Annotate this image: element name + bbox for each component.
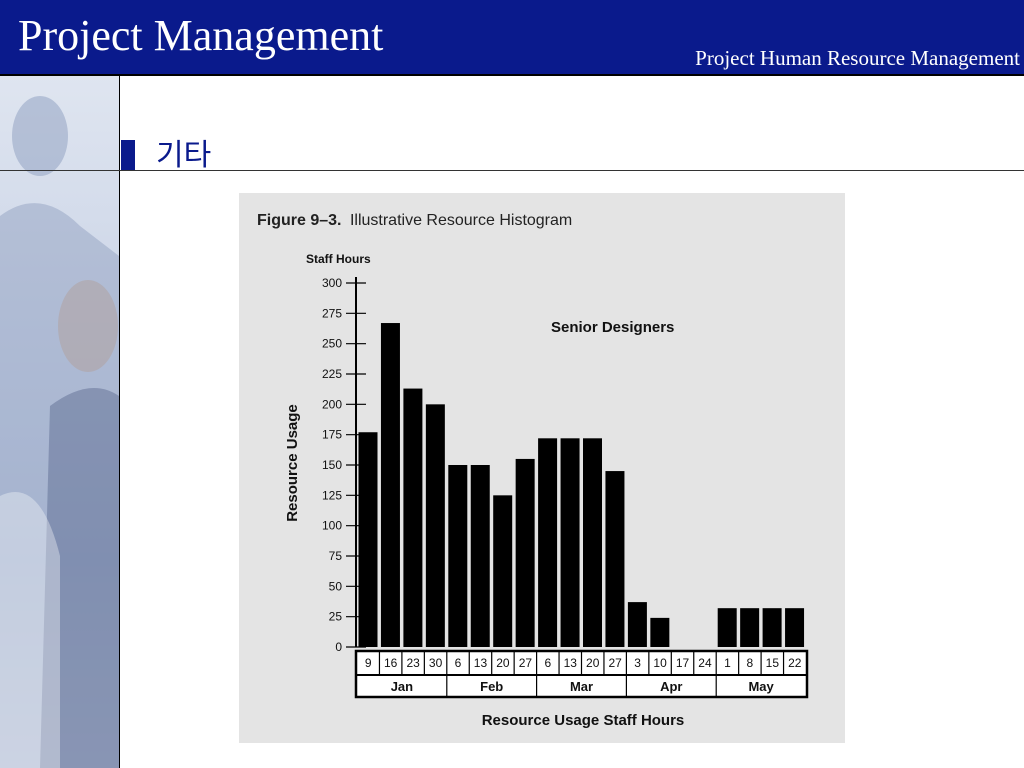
x-tick-label: 20	[496, 656, 510, 670]
x-tick-label: 27	[608, 656, 622, 670]
bar	[583, 438, 602, 647]
x-tick-label: 27	[519, 656, 533, 670]
bar	[538, 438, 558, 647]
y-tick-label: 200	[322, 397, 342, 411]
svg-text:Figure 9–3. Illustrative: Figure 9–3. Illustrative Resource Histog…	[257, 212, 572, 229]
bar	[515, 458, 535, 647]
bar	[403, 388, 423, 647]
month-label: Feb	[480, 679, 503, 694]
y-tick-label: 75	[329, 549, 343, 563]
x-axis-label: Resource Usage Staff Hours	[482, 712, 685, 729]
y-tick-label: 100	[322, 519, 342, 533]
bar	[785, 608, 805, 647]
bar	[627, 602, 647, 647]
x-tick-label: 23	[406, 656, 420, 670]
y-tick-label: 225	[322, 367, 342, 381]
chart-title: Senior Designers	[551, 319, 674, 336]
x-tick-label: 24	[698, 656, 712, 670]
section-title: 기타	[156, 138, 212, 173]
section-divider	[0, 170, 1024, 171]
bar	[425, 404, 445, 647]
x-tick-label: 6	[544, 656, 551, 670]
x-tick-label: 1	[724, 656, 731, 670]
x-tick-label: 6	[455, 656, 462, 670]
page-subtitle: Project Human Resource Management	[695, 46, 1020, 70]
y-tick-label: 50	[329, 579, 343, 593]
side-photo	[0, 76, 120, 768]
bar	[380, 323, 400, 647]
y-tick-label: 25	[329, 610, 343, 624]
y-tick-label: 250	[322, 337, 342, 351]
x-tick-label: 3	[634, 656, 641, 670]
bar	[740, 608, 760, 647]
x-tick-label: 22	[788, 656, 802, 670]
bar	[493, 495, 513, 647]
page-title: Project Management	[18, 11, 384, 60]
x-tick-label: 13	[564, 656, 578, 670]
resource-histogram: Figure 9–3. Illustrative Resource Histog…	[257, 212, 809, 729]
x-tick-label: 8	[747, 656, 754, 670]
x-tick-label: 10	[653, 656, 667, 670]
x-tick-label: 9	[365, 656, 372, 670]
y-tick-label: 150	[322, 458, 342, 472]
month-label: Jan	[391, 679, 413, 694]
x-tick-label: 20	[586, 656, 600, 670]
x-tick-label: 15	[766, 656, 780, 670]
figure-panel: Figure 9–3. Illustrative Resource Histog…	[239, 193, 845, 743]
y-tick-label: 0	[335, 640, 342, 654]
x-tick-label: 17	[676, 656, 690, 670]
month-label: May	[748, 679, 774, 694]
y-tick-label: 175	[322, 428, 342, 442]
bar	[448, 465, 468, 647]
bar	[470, 465, 490, 647]
month-label: Mar	[570, 679, 593, 694]
figure-caption-text: Illustrative Resource Histogram	[350, 212, 572, 229]
y-tick-label: 275	[322, 306, 342, 320]
y-tick-label: 300	[322, 276, 342, 290]
y-unit-label: Staff Hours	[306, 252, 371, 266]
figure-caption-bold: Figure 9–3.	[257, 212, 341, 229]
title-bar: Project Management Project Human Resourc…	[0, 0, 1024, 76]
x-tick-label: 16	[384, 656, 398, 670]
bar	[650, 617, 670, 647]
bar	[717, 608, 737, 647]
x-tick-label: 13	[474, 656, 488, 670]
y-axis-label: Resource Usage	[284, 404, 301, 522]
bar	[358, 432, 378, 647]
section-bullet	[121, 140, 135, 170]
bar	[560, 438, 580, 647]
bar	[762, 608, 782, 647]
x-tick-label: 30	[429, 656, 443, 670]
bar	[605, 471, 625, 647]
month-label: Apr	[660, 679, 682, 694]
y-tick-label: 125	[322, 488, 342, 502]
